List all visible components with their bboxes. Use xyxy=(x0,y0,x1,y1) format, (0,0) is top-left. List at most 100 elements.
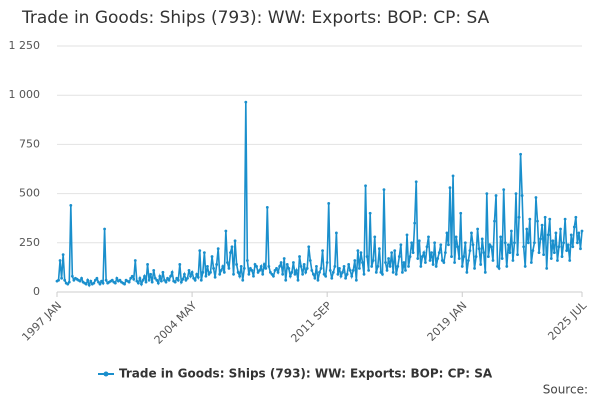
data-point xyxy=(245,259,249,262)
data-point xyxy=(526,241,530,245)
data-point xyxy=(187,268,191,272)
data-point xyxy=(442,261,446,264)
data-point xyxy=(370,265,374,268)
data-point xyxy=(225,261,229,264)
data-point xyxy=(474,255,478,258)
data-point xyxy=(362,272,366,276)
data-point xyxy=(86,278,90,282)
data-point xyxy=(285,263,289,266)
data-point xyxy=(183,272,186,276)
data-point xyxy=(235,263,239,266)
data-point xyxy=(60,276,64,280)
data-point xyxy=(330,276,334,280)
data-point xyxy=(460,265,464,268)
data-point xyxy=(69,204,73,207)
data-point xyxy=(384,261,387,264)
data-point xyxy=(333,265,337,268)
data-point xyxy=(249,266,252,270)
data-point xyxy=(505,265,509,268)
data-point xyxy=(351,268,355,272)
data-point xyxy=(490,245,493,249)
data-point xyxy=(201,270,205,274)
data-point xyxy=(141,278,145,282)
data-point xyxy=(143,274,146,278)
data-point xyxy=(462,255,466,258)
data-point xyxy=(516,253,519,257)
data-point xyxy=(399,243,403,247)
data-point xyxy=(110,278,114,282)
data-point xyxy=(404,268,407,272)
x-tick-label: 2011 SEP xyxy=(288,299,334,345)
data-point xyxy=(307,245,311,249)
data-point xyxy=(192,276,196,280)
x-tick-label: 1997 JAN xyxy=(19,299,64,344)
data-point xyxy=(327,202,331,205)
data-point xyxy=(522,245,526,249)
data-point xyxy=(72,278,76,282)
data-point xyxy=(261,272,265,276)
data-point xyxy=(287,266,291,270)
data-point xyxy=(259,265,263,268)
data-point xyxy=(66,282,70,286)
data-point xyxy=(439,243,443,247)
data-point xyxy=(57,278,60,282)
data-point xyxy=(499,235,503,239)
data-point xyxy=(328,268,332,272)
data-point xyxy=(282,257,286,260)
data-point xyxy=(262,263,266,266)
data-point xyxy=(132,277,136,281)
data-point xyxy=(170,270,174,274)
data-point xyxy=(486,255,490,258)
data-point xyxy=(67,280,71,284)
data-point xyxy=(319,266,323,270)
data-point xyxy=(133,259,137,262)
data-point xyxy=(339,274,343,278)
data-point xyxy=(155,278,159,282)
data-point xyxy=(338,266,341,270)
data-point xyxy=(95,276,99,280)
data-point xyxy=(207,272,211,276)
data-point xyxy=(545,266,549,270)
data-point xyxy=(61,253,65,257)
data-point xyxy=(580,229,584,233)
data-point xyxy=(465,270,469,274)
data-point xyxy=(244,100,248,104)
data-point xyxy=(127,280,131,284)
data-point xyxy=(290,270,294,274)
data-point xyxy=(534,196,538,199)
data-point xyxy=(252,274,255,278)
data-point xyxy=(400,270,404,274)
y-tick-label: 1 250 xyxy=(9,39,41,52)
data-point xyxy=(473,266,476,270)
data-point xyxy=(284,278,288,282)
data-point xyxy=(175,276,179,280)
data-point xyxy=(147,278,151,282)
data-point xyxy=(210,255,214,258)
data-point xyxy=(281,272,285,276)
data-point xyxy=(559,227,562,231)
data-point xyxy=(221,265,225,268)
data-point xyxy=(376,265,380,268)
data-point xyxy=(253,263,257,266)
data-point xyxy=(138,276,142,280)
data-point xyxy=(440,259,444,262)
data-point xyxy=(425,245,429,249)
data-point xyxy=(374,270,378,274)
data-point xyxy=(563,217,567,221)
data-point xyxy=(202,251,206,255)
data-point xyxy=(296,278,300,282)
data-point xyxy=(402,261,406,264)
data-point xyxy=(408,255,412,258)
data-point xyxy=(156,281,160,285)
data-point xyxy=(367,268,371,272)
data-point xyxy=(543,215,547,219)
data-point xyxy=(344,276,347,280)
data-point xyxy=(161,270,165,274)
data-point xyxy=(241,278,245,282)
data-point xyxy=(292,261,295,264)
data-point xyxy=(503,241,507,245)
data-point xyxy=(575,241,579,245)
data-point xyxy=(313,276,317,280)
data-point xyxy=(84,282,88,286)
data-point xyxy=(316,278,320,282)
